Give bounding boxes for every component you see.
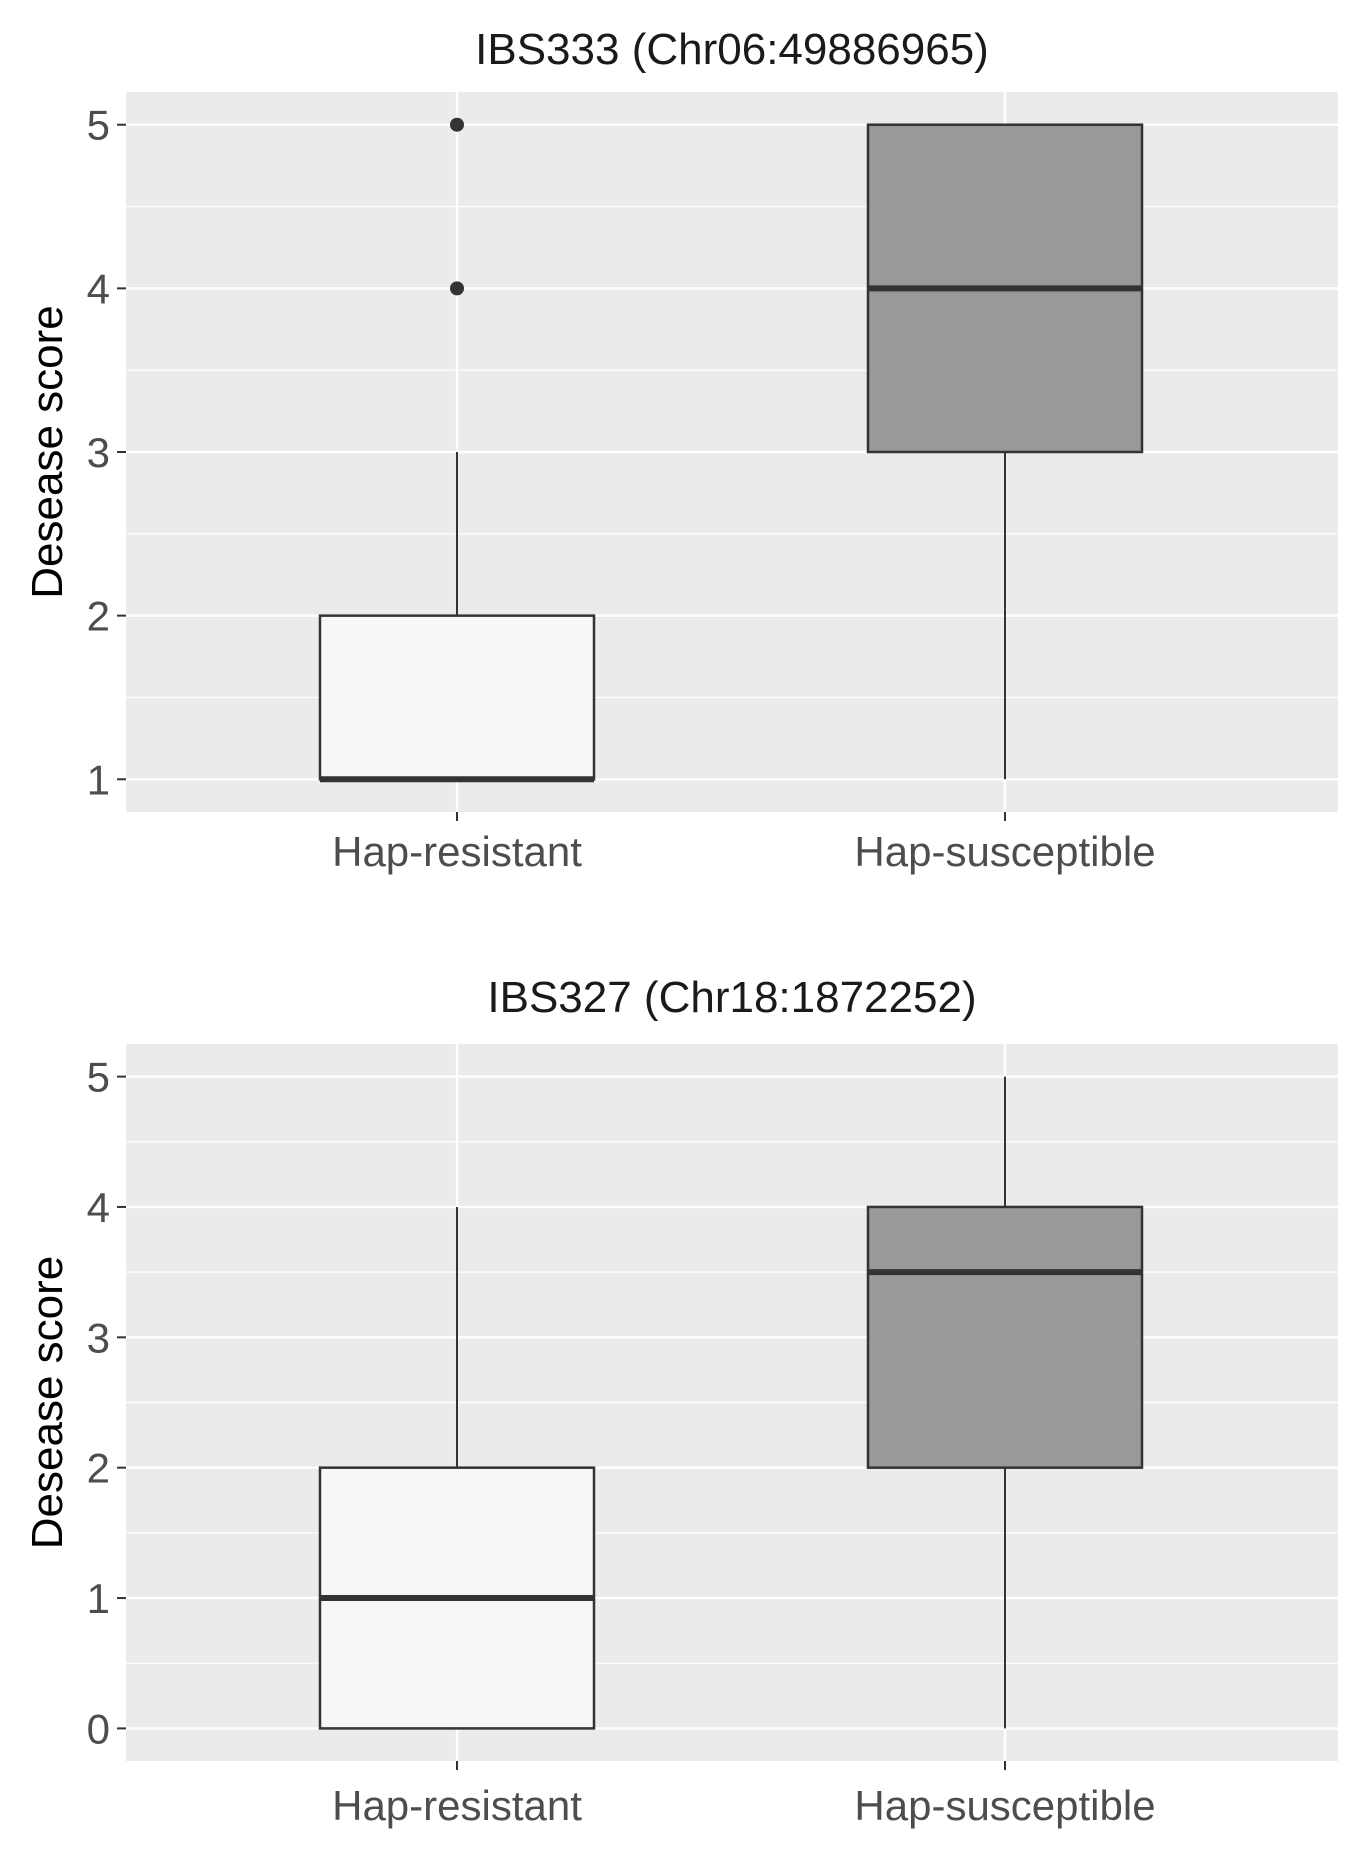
outlier-point [450,117,464,132]
y-axis-label: Desease score [23,1256,72,1549]
y-tick-label: 1 [87,756,110,803]
x-tick-label: Hap-susceptible [854,828,1155,875]
y-tick-label: 4 [87,1184,110,1231]
y-tick-label: 3 [87,429,110,476]
box-body [318,614,596,781]
chart-title: IBS333 (Chr06:49886965) [475,25,989,74]
chart-panel-2: IBS327 (Chr18:1872252) 0 1 2 3 4 5 Hap-resistan… [23,973,1338,1829]
chart-panel-1: IBS333 (Chr06:49886965) 1 2 3 4 5 Hap-resistan… [23,25,1338,875]
box-hap-susceptible [866,123,1144,780]
y-tick-label: 2 [87,1445,110,1492]
x-tick-label: Hap-resistant [332,1782,582,1829]
x-tick-label: Hap-resistant [332,828,582,875]
box-body [866,1205,1144,1469]
y-tick-label: 2 [87,593,110,640]
chart-title: IBS327 (Chr18:1872252) [487,973,976,1022]
y-axis-label: Desease score [23,305,72,598]
y-tick-label: 1 [87,1575,110,1622]
y-tick-label: 4 [87,265,110,312]
y-tick-label: 3 [87,1314,110,1361]
box-hap-resistant [318,1206,596,1730]
y-tick-label: 5 [87,102,110,149]
x-tick-label: Hap-susceptible [854,1782,1155,1829]
y-tick-label: 5 [87,1054,110,1101]
outlier-point [450,281,464,296]
box-hap-resistant [318,117,596,783]
y-tick-label: 0 [87,1705,110,1752]
box-hap-susceptible [866,1076,1144,1729]
